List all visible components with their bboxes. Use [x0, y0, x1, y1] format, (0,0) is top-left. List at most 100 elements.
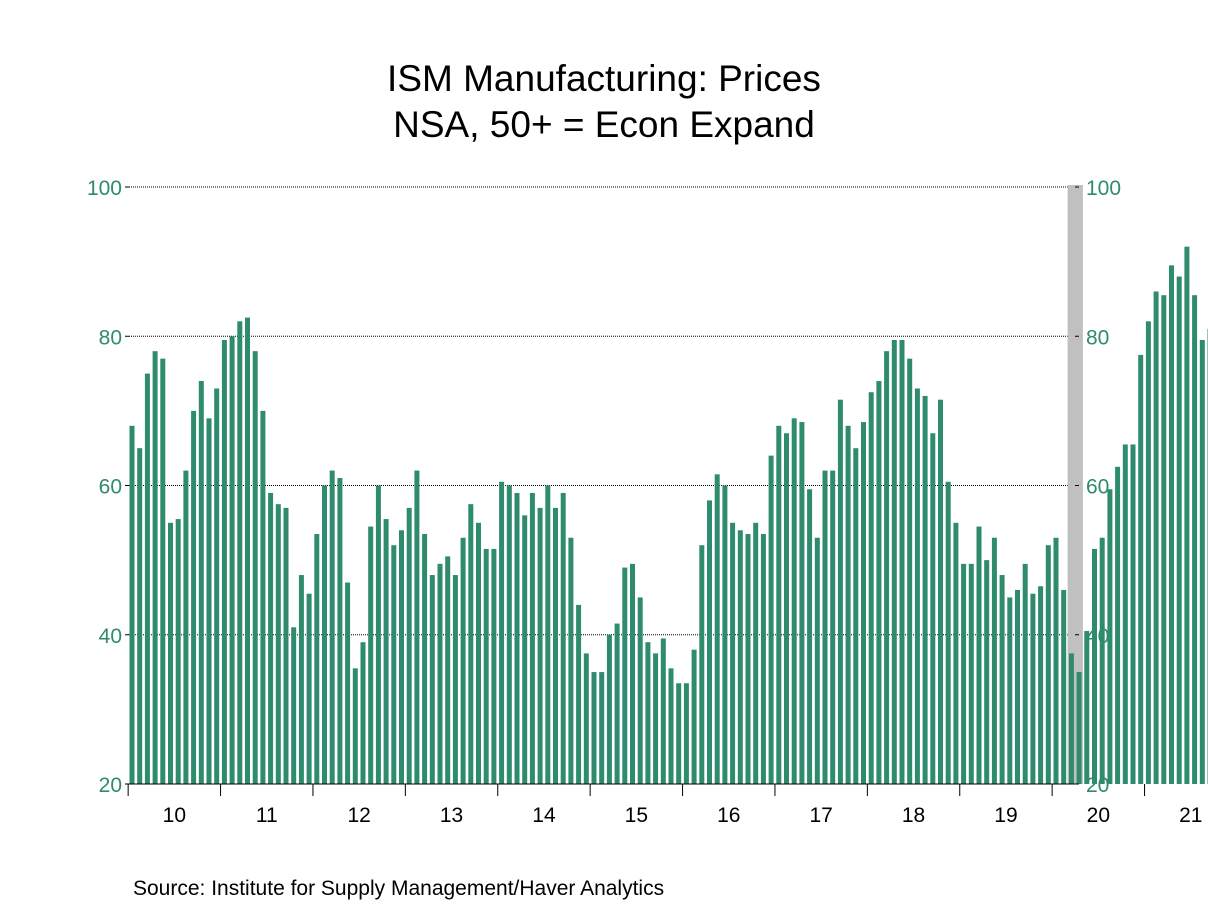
y-tick-label-right: 40: [1086, 625, 1109, 648]
bar: [191, 410, 197, 784]
chart-title: ISM Manufacturing: Prices: [387, 58, 821, 99]
bar: [722, 485, 728, 784]
bar: [1053, 537, 1059, 784]
bar: [1161, 295, 1167, 784]
bar: [968, 563, 974, 784]
bar: [129, 425, 135, 784]
bar: [352, 668, 358, 784]
bar: [653, 653, 659, 784]
bar: [429, 575, 435, 784]
bar: [837, 399, 843, 784]
bar: [914, 388, 920, 784]
bar: [668, 668, 674, 784]
bar: [291, 627, 297, 784]
bar: [768, 455, 774, 784]
bar: [322, 485, 327, 784]
bar: [707, 500, 712, 784]
bar: [961, 563, 967, 784]
bar: [260, 410, 266, 784]
bar: [853, 448, 859, 784]
bar: [483, 548, 489, 784]
bar: [753, 522, 759, 784]
bar: [468, 504, 474, 784]
bar: [583, 653, 589, 784]
bar: [1038, 586, 1044, 784]
bar: [499, 481, 505, 784]
bar: [907, 358, 913, 784]
bar: [622, 567, 628, 784]
bar: [560, 492, 566, 784]
bar: [437, 563, 443, 784]
bar: [822, 470, 828, 784]
bar: [1045, 545, 1051, 784]
y-tick-label-left: 60: [99, 476, 122, 499]
bar: [630, 563, 635, 784]
bar: [399, 530, 404, 784]
bar: [476, 522, 481, 784]
x-tick-label: 16: [717, 804, 740, 827]
bar: [830, 470, 836, 784]
bar: [814, 537, 820, 784]
bar: [144, 373, 150, 784]
bar: [845, 425, 851, 784]
bar: [168, 522, 173, 784]
x-tick-label: 11: [256, 804, 278, 827]
bar: [452, 575, 458, 784]
y-tick-label-left: 80: [99, 326, 122, 349]
bar: [229, 336, 235, 784]
bar: [784, 433, 789, 784]
bar: [237, 321, 243, 784]
bar: [537, 507, 543, 784]
bar: [1130, 444, 1136, 784]
bar: [445, 556, 451, 784]
bar: [645, 642, 651, 784]
bar: [1107, 489, 1113, 784]
bar: [1099, 537, 1105, 784]
x-tick-label: 17: [809, 804, 832, 827]
bar: [984, 560, 990, 784]
bar: [591, 672, 597, 784]
bar: [922, 395, 928, 784]
bar: [345, 582, 351, 784]
bar: [861, 422, 866, 784]
bar: [1153, 291, 1159, 784]
bar: [175, 519, 181, 784]
bar: [614, 623, 620, 784]
bar: [699, 545, 705, 784]
bar: [422, 534, 428, 784]
x-tick-label: 21: [1179, 804, 1202, 827]
x-tick-label: 15: [625, 804, 648, 827]
bar: [884, 351, 890, 784]
bar: [660, 638, 666, 784]
bar: [368, 526, 374, 784]
bar: [522, 515, 528, 784]
bar: [414, 470, 420, 784]
bar: [799, 422, 805, 784]
y-tick-label-right: 60: [1086, 476, 1109, 499]
bar: [606, 634, 612, 784]
bar: [568, 537, 574, 784]
bar: [1138, 354, 1144, 784]
chart-subtitle: NSA, 50+ = Econ Expand: [393, 104, 815, 145]
bar: [206, 418, 212, 784]
bar: [1145, 321, 1151, 784]
bar: [314, 534, 320, 784]
bar: [1169, 265, 1174, 784]
recession-shading: [1067, 185, 1083, 784]
bar: [183, 470, 189, 784]
bar: [776, 425, 782, 784]
bar: [283, 507, 289, 784]
bar: [460, 537, 466, 784]
bar: [1007, 597, 1013, 784]
bar: [991, 537, 997, 784]
bar: [1115, 466, 1121, 784]
bar: [714, 474, 720, 784]
bar: [1122, 444, 1128, 784]
bar: [275, 504, 281, 784]
bar: [745, 534, 751, 784]
bar: [807, 489, 813, 784]
bar: [406, 507, 412, 784]
source-note: Source: Institute for Supply Management/…: [133, 877, 665, 900]
bar: [545, 485, 551, 784]
x-tick-label: 12: [347, 804, 370, 827]
